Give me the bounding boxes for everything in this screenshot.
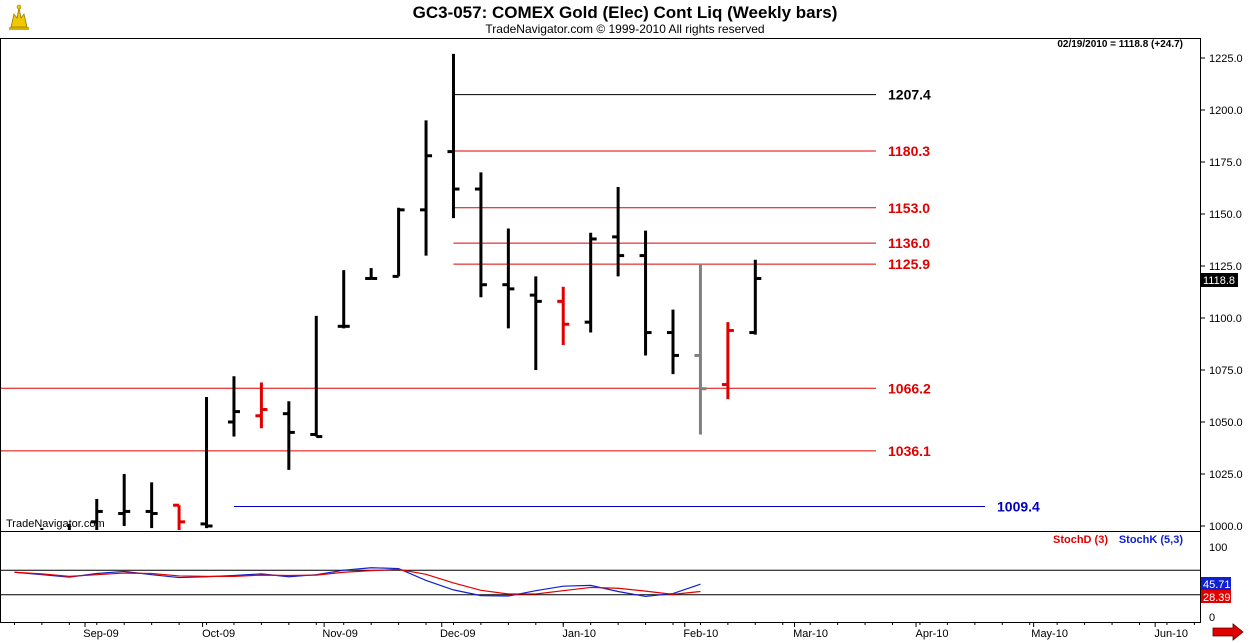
price-tick-label: 1000.0 bbox=[1209, 521, 1243, 533]
ohlc-bar bbox=[200, 397, 213, 529]
right-arrow-icon[interactable] bbox=[1212, 623, 1244, 641]
ohlc-bar bbox=[420, 120, 433, 256]
stochastic-lines: 100 0 bbox=[1, 542, 1227, 624]
price-tick-label: 1200.0 bbox=[1209, 105, 1243, 117]
ohlc-bar bbox=[557, 286, 570, 346]
time-tick-label: Nov-09 bbox=[322, 628, 357, 640]
stochk-legend: StochK (5,3) bbox=[1119, 534, 1184, 546]
ohlc-bar bbox=[612, 186, 625, 277]
time-tick-label: Feb-10 bbox=[683, 628, 718, 640]
price-axis: 1000.0 1025.0 1050.0 1075.0 1100.0 1125.0 1150… bbox=[1200, 53, 1243, 533]
time-tick-label: Oct-09 bbox=[202, 628, 235, 640]
stochd-value-bg bbox=[1201, 590, 1231, 603]
time-tick-label: Sep-09 bbox=[83, 628, 118, 640]
ohlc-bar bbox=[694, 263, 707, 435]
time-tick-label: Apr-10 bbox=[916, 628, 949, 640]
ohlc-bar bbox=[118, 474, 131, 526]
stochd-line bbox=[14, 568, 701, 595]
watermark: TradeNavigator.com bbox=[6, 518, 105, 530]
last-price-tag: 1118.8 bbox=[1203, 275, 1235, 287]
ohlc-bar bbox=[392, 207, 405, 278]
stochk-value: 45.71 bbox=[1203, 579, 1231, 591]
stochastic-panel bbox=[0, 531, 1201, 623]
price-tick-label: 1025.0 bbox=[1209, 469, 1243, 481]
price-tick-label: 1125.0 bbox=[1209, 261, 1242, 273]
stoch-tick-label: 100 bbox=[1209, 542, 1227, 554]
time-tick-label: Dec-09 bbox=[440, 628, 475, 640]
ohlc-bar bbox=[721, 322, 734, 400]
last-bar-info: 02/19/2010 = 1118.8 (+24.7) bbox=[1057, 39, 1183, 50]
ohlc-bar bbox=[749, 259, 762, 335]
stoch-tick-label: 0 bbox=[1209, 612, 1215, 624]
stochd-legend: StochD (3) bbox=[1053, 534, 1108, 546]
ohlc-bar bbox=[282, 401, 295, 470]
time-tick-label: Mar-10 bbox=[793, 628, 828, 640]
stochk-value-bg bbox=[1201, 577, 1231, 590]
level-label: 1153.0 bbox=[888, 200, 930, 216]
ohlc-bar bbox=[667, 309, 679, 375]
last-price-tag-bg bbox=[1201, 273, 1238, 287]
price-panel bbox=[0, 38, 1201, 532]
ohlc-bar bbox=[365, 268, 378, 280]
ohlc-bar bbox=[310, 315, 323, 439]
price-bars bbox=[40, 53, 762, 530]
ohlc-bar bbox=[90, 498, 103, 530]
ohlc-bar bbox=[529, 276, 542, 370]
ohlc-bar bbox=[447, 53, 460, 219]
trade-navigator-logo-icon bbox=[4, 4, 34, 34]
ohlc-bar bbox=[584, 232, 597, 333]
ohlc-bar bbox=[502, 228, 515, 329]
price-tick-label: 1150.0 bbox=[1209, 209, 1242, 221]
price-tick-label: 1175.0 bbox=[1209, 157, 1242, 169]
chart-title: GC3-057: COMEX Gold (Elec) Cont Liq (Wee… bbox=[412, 3, 838, 22]
level-label: 1009.4 bbox=[997, 498, 1040, 514]
ohlc-bar bbox=[255, 382, 268, 429]
level-label: 1207.4 bbox=[888, 87, 931, 103]
stochd-value: 28.39 bbox=[1203, 592, 1231, 604]
time-tick-label: Jun-10 bbox=[1154, 628, 1188, 640]
chart-header: GC3-057: COMEX Gold (Elec) Cont Liq (Wee… bbox=[0, 0, 1250, 38]
ohlc-bar bbox=[145, 482, 158, 529]
time-tick-label: Jan-10 bbox=[562, 628, 596, 640]
price-tick-label: 1075.0 bbox=[1209, 365, 1243, 377]
level-label: 1136.0 bbox=[888, 235, 930, 251]
level-label: 1036.1 bbox=[888, 443, 931, 459]
time-axis: Sep-09 Oct-09 Nov-09 Dec-09 Jan-10 Feb-10 Mar-… bbox=[13, 622, 1195, 640]
stochk-line bbox=[14, 567, 701, 598]
ohlc-bar bbox=[173, 503, 186, 530]
ohlc-bar bbox=[227, 376, 240, 437]
ohlc-bar bbox=[337, 270, 350, 329]
level-label: 1066.2 bbox=[888, 380, 931, 396]
price-tick-label: 1050.0 bbox=[1209, 417, 1243, 429]
ohlc-bar bbox=[639, 230, 652, 356]
chart-subtitle: TradeNavigator.com © 1999-2010 All right… bbox=[485, 22, 765, 36]
level-label: 1180.3 bbox=[888, 143, 930, 159]
ohlc-bar bbox=[474, 172, 487, 298]
time-tick-label: May-10 bbox=[1031, 628, 1068, 640]
price-tick-label: 1100.0 bbox=[1209, 313, 1242, 325]
price-levels: 1207.4 1180.3 1153.0 1136.0 1125.9 1066.2 1036… bbox=[1, 87, 1040, 514]
price-tick-label: 1225.0 bbox=[1209, 53, 1243, 65]
level-label: 1125.9 bbox=[888, 256, 930, 272]
